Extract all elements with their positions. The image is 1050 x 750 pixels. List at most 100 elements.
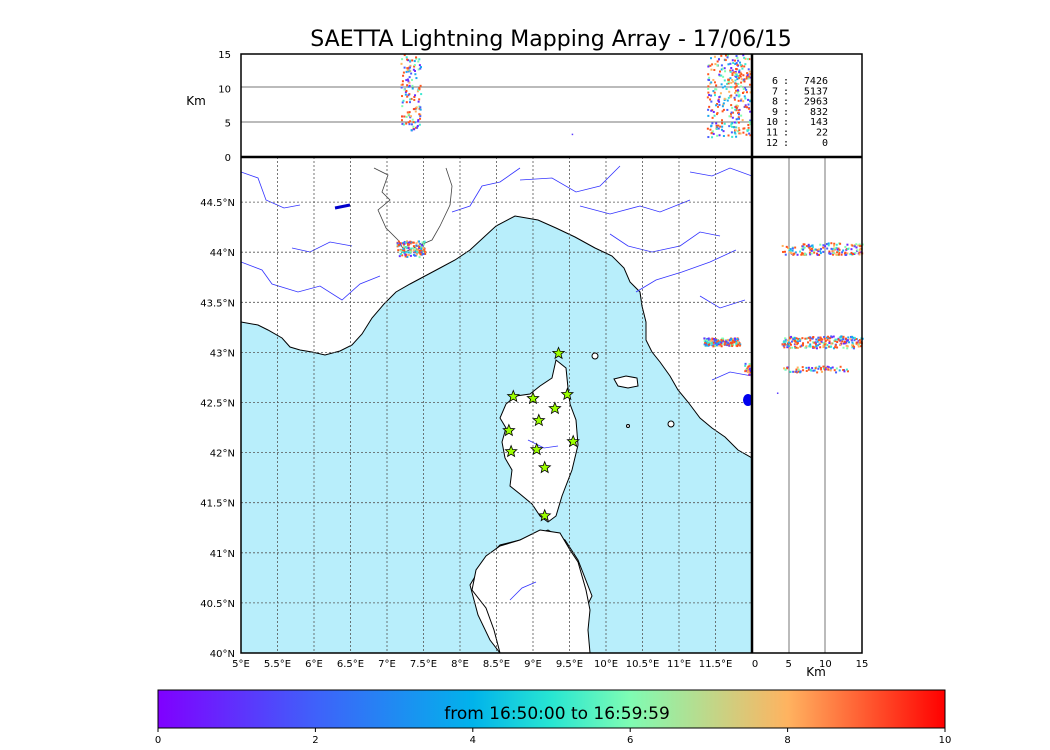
top-source-point <box>414 121 417 124</box>
map-source-point <box>418 246 421 249</box>
map-source-point <box>736 337 739 340</box>
top-source-point <box>715 88 718 91</box>
top-source-point <box>402 74 405 77</box>
map-source-point <box>735 342 738 345</box>
top-source-point <box>408 76 411 79</box>
side-source-point <box>838 248 841 251</box>
map-source-point <box>747 365 750 368</box>
top-source-point <box>727 80 730 83</box>
top-source-point <box>722 102 725 105</box>
side-source-point <box>832 335 835 338</box>
lake-marker <box>334 203 351 210</box>
top-source-point <box>400 119 403 122</box>
top-source-point <box>720 54 723 57</box>
top-source-point <box>415 57 418 60</box>
side-source-point <box>824 347 827 350</box>
top-source-point <box>736 91 739 94</box>
top-source-point <box>746 72 749 75</box>
station-marker <box>532 413 546 427</box>
top-source-point <box>706 127 709 130</box>
side-source-point <box>807 243 810 246</box>
side-source-point <box>834 344 837 347</box>
top-source-point <box>733 96 736 99</box>
side-source-point <box>840 253 843 256</box>
side-source-point <box>808 251 811 254</box>
map-source-point <box>423 250 426 253</box>
side-source-point <box>822 244 825 247</box>
map-source-point <box>717 341 720 344</box>
top-source-point <box>742 131 745 134</box>
side-source-point <box>840 335 843 338</box>
side-source-point <box>792 339 795 342</box>
map-source-point <box>704 342 707 345</box>
top-source-point <box>707 64 710 67</box>
side-source-point <box>790 252 793 255</box>
side-source-point <box>835 246 838 249</box>
top-source-point <box>419 66 422 69</box>
top-source-point <box>720 64 723 67</box>
top-source-point <box>748 121 751 124</box>
top-source-point <box>735 75 738 78</box>
map-source-point <box>401 249 404 252</box>
lat-tick-label: 43.5°N <box>200 298 235 309</box>
side-source-point <box>828 250 831 253</box>
side-source-point <box>798 370 801 373</box>
side-source-point <box>831 253 834 256</box>
map-source-point <box>411 247 414 250</box>
map-source-point <box>703 339 706 342</box>
map-source-point <box>419 242 422 245</box>
top-source-point <box>747 123 750 126</box>
top-source-point <box>411 78 414 81</box>
top-source-point <box>723 97 726 100</box>
top-y-tick-label: 0 <box>225 153 231 164</box>
map-source-point <box>402 251 405 254</box>
top-source-point <box>746 58 749 61</box>
count-station-number: 12 <box>766 138 778 149</box>
top-source-point <box>747 68 750 71</box>
map-source-point <box>732 343 735 346</box>
lat-tick-labels: 40°N 40.5°N 41°N 41.5°N 42°N 42.5°N 43°N 43.5°N… <box>200 198 235 660</box>
top-source-point <box>736 78 739 81</box>
side-source-point <box>820 370 823 373</box>
top-source-point <box>708 94 711 97</box>
station-marker <box>548 401 562 415</box>
top-source-point <box>735 85 738 88</box>
count-station-number: 10 <box>766 117 778 128</box>
top-source-point <box>412 125 415 128</box>
lat-tick-label: 44°N <box>210 248 235 259</box>
top-source-point <box>728 115 731 118</box>
top-source-point <box>416 126 419 129</box>
side-source-point <box>822 246 825 249</box>
side-source-point <box>789 249 792 252</box>
top-source-point <box>722 134 725 137</box>
top-source-point <box>711 136 714 139</box>
top-source-point <box>745 75 748 78</box>
top-source-point <box>713 114 716 117</box>
side-source-point <box>815 248 818 251</box>
side-source-point <box>808 345 811 348</box>
side-source-point <box>825 243 828 246</box>
top-source-point <box>400 83 403 86</box>
top-source-point <box>409 98 412 101</box>
top-source-point <box>729 77 732 80</box>
side-source-point <box>819 336 822 339</box>
map-source-point <box>726 343 729 346</box>
top-source-point <box>730 81 733 84</box>
top-source-point <box>418 107 421 110</box>
top-source-point <box>737 82 740 85</box>
side-source-point <box>825 368 828 371</box>
map-source-point <box>735 340 738 343</box>
top-source-point <box>412 68 415 71</box>
map-source-point <box>415 242 418 245</box>
map-source-point <box>739 343 742 346</box>
side-source-point <box>790 335 793 338</box>
top-source-point <box>717 99 720 102</box>
top-source-point <box>408 123 411 126</box>
map-source-point <box>733 340 736 343</box>
side-source-point <box>797 368 800 371</box>
top-source-point <box>402 71 405 74</box>
top-source-point <box>726 54 729 57</box>
top-source-point <box>407 112 410 115</box>
map-source-point <box>713 339 716 342</box>
colorbar-gradient <box>157 689 946 729</box>
